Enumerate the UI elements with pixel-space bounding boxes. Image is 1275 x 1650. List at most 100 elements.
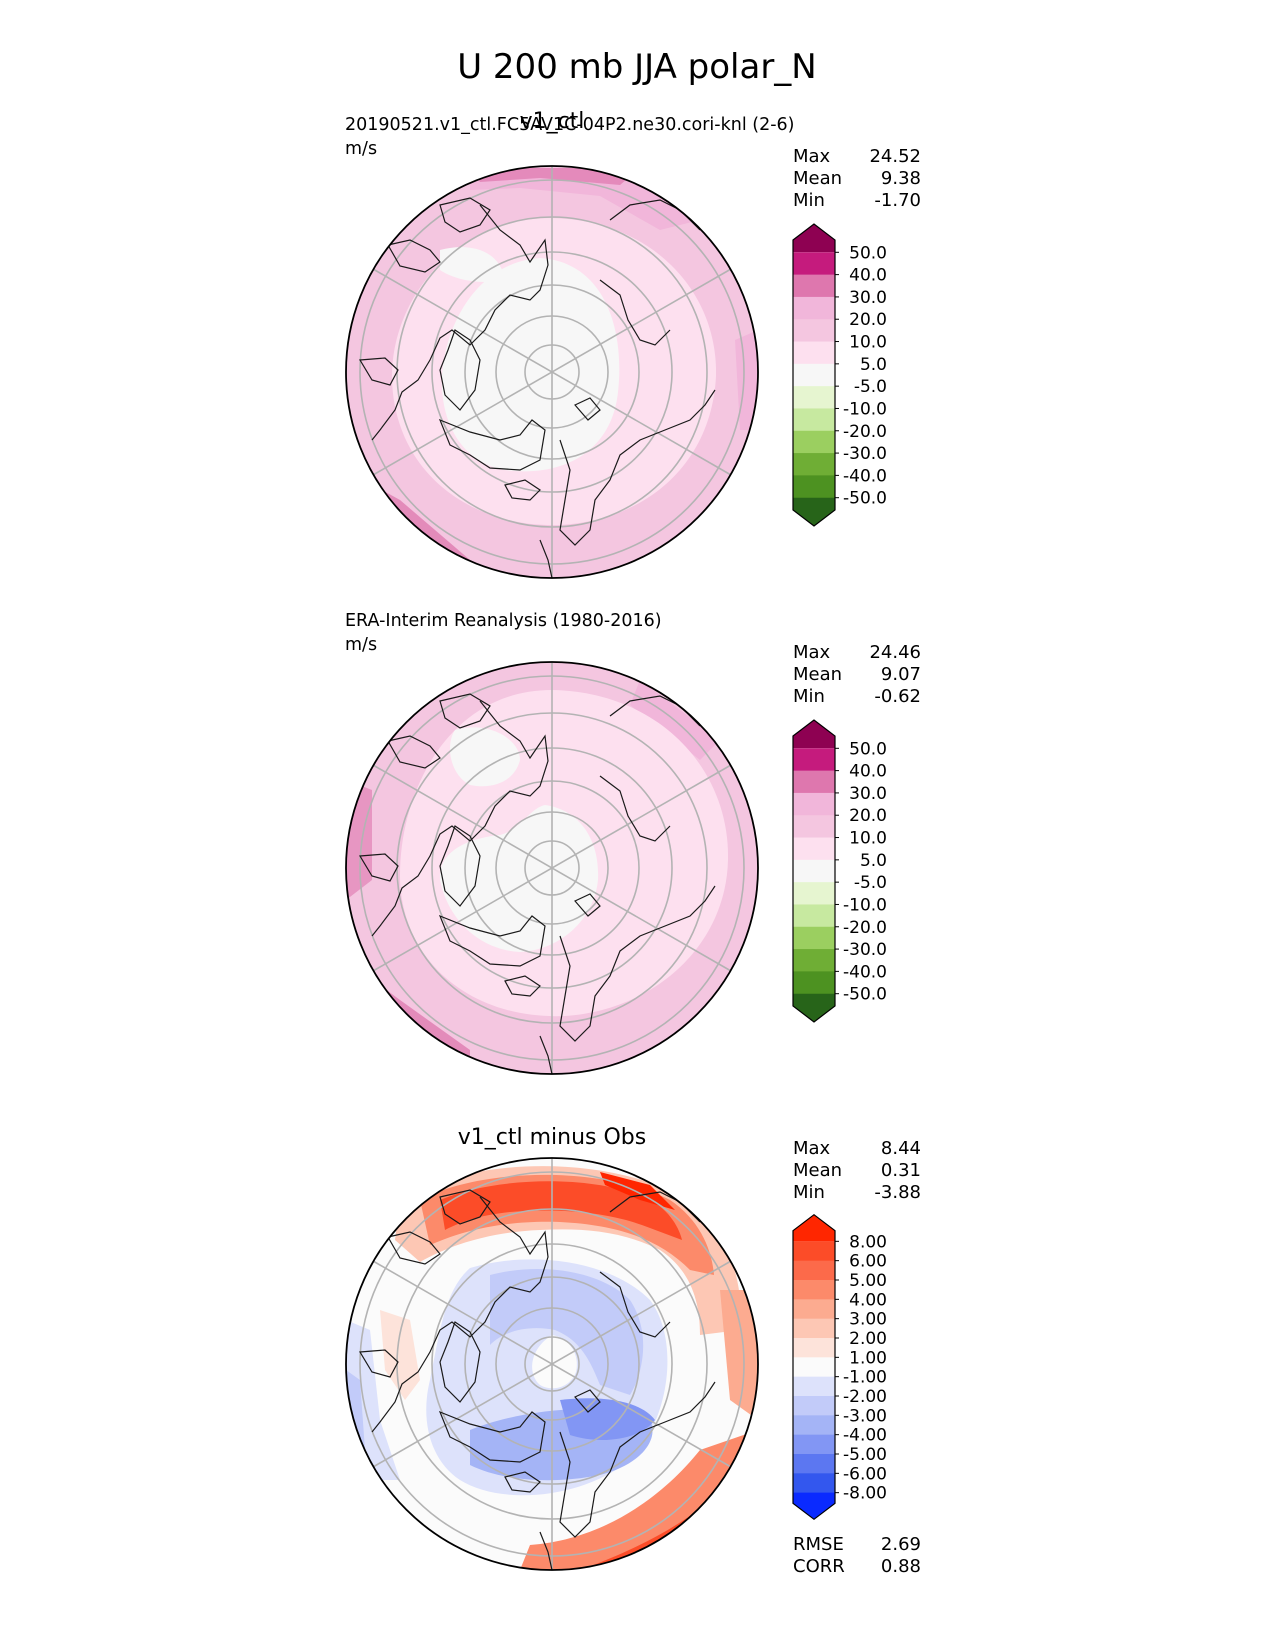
stat-rmse-value: 2.69 — [881, 1534, 921, 1555]
colorbar-swatch — [793, 430, 835, 454]
contour-fill — [450, 727, 520, 787]
stat-min-value: -0.62 — [874, 686, 921, 707]
colorbar-swatch — [793, 1473, 835, 1494]
colorbar-outline — [792, 1213, 836, 1521]
colorbar-tick-label: 50.0 — [849, 243, 887, 263]
colorbar-swatch — [793, 904, 835, 928]
colorbar-tick-label: 50.0 — [849, 739, 887, 759]
colorbar-swatches — [792, 1213, 836, 1521]
panel-title: v1_ctl minus Obs — [458, 1125, 646, 1150]
colorbar-tick-label: -8.00 — [843, 1484, 887, 1504]
colorbar-tick-label: 10.0 — [849, 333, 887, 353]
contour-fill — [600, 1172, 675, 1210]
colorbar-tick-label: 3.00 — [849, 1310, 887, 1330]
stat-corr-value: 0.88 — [881, 1556, 921, 1577]
colorbar-swatch — [793, 453, 835, 476]
colorbar-tick-label: 40.0 — [849, 762, 887, 782]
colorbar-swatch — [793, 363, 835, 387]
colorbar-swatch — [793, 971, 835, 995]
colorbar-swatch — [793, 815, 835, 839]
colorbar-swatch — [793, 748, 835, 772]
colorbar-swatch — [793, 1241, 835, 1262]
stat-mean-value: 9.38 — [881, 168, 921, 189]
colorbar-swatch — [793, 993, 835, 1022]
colorbar-tick-label: -5.0 — [854, 377, 887, 397]
colorbar-tick-label: 40.0 — [849, 266, 887, 286]
colorbar-tick-label: 1.00 — [849, 1348, 887, 1368]
colorbar-tick-label: -40.0 — [843, 962, 887, 982]
colorbar-tick-label: 5.0 — [860, 355, 887, 375]
colorbar-tick-label: -50.0 — [843, 985, 887, 1005]
panel-difference: v1_ctl minus Obs — [345, 1125, 921, 1577]
stat-mean-label: Mean — [793, 168, 842, 189]
colorbar-tick-label: -20.0 — [843, 918, 887, 938]
colorbar-swatch — [793, 792, 835, 816]
colorbar-swatches — [792, 719, 836, 1023]
colorbar-swatch — [793, 1338, 835, 1358]
colorbar-tick-label: -6.00 — [843, 1464, 887, 1484]
colorbar-swatch — [793, 949, 835, 972]
colorbar-tick-label: -30.0 — [843, 940, 887, 960]
colorbar-swatch — [793, 341, 835, 365]
dataset-label: ERA-Interim Reanalysis (1980-2016) — [345, 611, 662, 631]
colorbar-swatch — [793, 296, 835, 320]
colorbar-tick-label: -40.0 — [843, 466, 887, 486]
colorbar-tick-label: 4.00 — [849, 1290, 887, 1310]
units-label: m/s — [345, 635, 377, 655]
panel-test: v1_ctl 20190521.v1_ctl.FC5AV1C-04P2.ne30… — [345, 109, 921, 579]
colorbar-swatch — [793, 1357, 835, 1378]
colorbar-tick-labels: 8.006.005.004.003.002.001.00-1.00-2.00-3… — [835, 1232, 887, 1504]
stat-max-label: Max — [793, 146, 831, 167]
colorbar-tick-label: -20.0 — [843, 422, 887, 442]
colorbar-tick-label: 20.0 — [849, 806, 887, 826]
colorbar-tick-label: -2.00 — [843, 1387, 887, 1407]
colorbar-swatch — [793, 252, 835, 276]
colorbar-tick-label: 5.00 — [849, 1271, 887, 1291]
colorbar-tick-labels: 50.0 40.030.020.0 10.05.0-5.0-10.0 -20.0-30… — [835, 243, 887, 509]
colorbar-tick-label: -50.0 — [843, 489, 887, 509]
colorbar-tick-label: 8.00 — [849, 1232, 887, 1252]
stats-block: Max 24.52 Mean 9.38 Min -1.70 — [793, 146, 921, 211]
error-stats-block: RMSE 2.69 CORR 0.88 — [793, 1534, 921, 1577]
colorbar-swatch — [793, 1396, 835, 1416]
stat-corr-label: CORR — [793, 1556, 845, 1577]
map-boundary — [345, 165, 759, 579]
colorbar-outline — [792, 719, 836, 1023]
map-boundary — [345, 1157, 759, 1571]
colorbar: 8.006.005.004.003.002.001.00-1.00-2.00-3… — [792, 1213, 887, 1521]
colorbar-swatch — [793, 1492, 835, 1520]
colorbar-swatch — [793, 475, 835, 499]
colorbar-swatch — [793, 1454, 835, 1474]
colorbar-swatch — [793, 224, 835, 253]
colorbar-swatch — [793, 408, 835, 432]
contour-fill — [441, 258, 620, 472]
colorbar-tick-label: -5.0 — [854, 873, 887, 893]
contour-fill — [440, 1181, 682, 1240]
stat-max-label: Max — [793, 642, 831, 663]
colorbar-tick-label: 10.0 — [849, 829, 887, 849]
coastlines — [358, 197, 716, 578]
colorbar-swatch — [793, 1434, 835, 1455]
units-label: m/s — [345, 139, 377, 159]
contour-fill — [490, 1268, 644, 1395]
colorbar-swatch — [793, 274, 835, 298]
colorbar: 50.0 40.030.020.0 10.05.0-5.0-10.0 -20.0-30… — [792, 719, 887, 1023]
colorbar-swatch — [793, 926, 835, 950]
stat-rmse-label: RMSE — [793, 1534, 844, 1555]
stats-block: Max 8.44 Mean 0.31 Min -3.88 — [793, 1138, 921, 1203]
stat-max-label: Max — [793, 1138, 831, 1159]
colorbar-tick-label: 30.0 — [849, 784, 887, 804]
colorbar-tick-label: -4.00 — [843, 1426, 887, 1446]
stat-max-value: 24.52 — [869, 146, 921, 167]
stat-min-label: Min — [793, 1182, 825, 1203]
stat-mean-label: Mean — [793, 1160, 842, 1181]
colorbar-swatch — [793, 770, 835, 794]
colorbar-swatch — [793, 859, 835, 883]
colorbar-tick-labels: 50.0 40.030.020.0 10.05.0-5.0-10.0 -20.0-30… — [835, 739, 887, 1005]
colorbar-swatch — [793, 319, 835, 343]
panel-title: v1_ctl — [520, 109, 585, 134]
stat-min-label: Min — [793, 190, 825, 211]
colorbar-outline — [792, 223, 836, 527]
map-boundary — [345, 661, 759, 1075]
